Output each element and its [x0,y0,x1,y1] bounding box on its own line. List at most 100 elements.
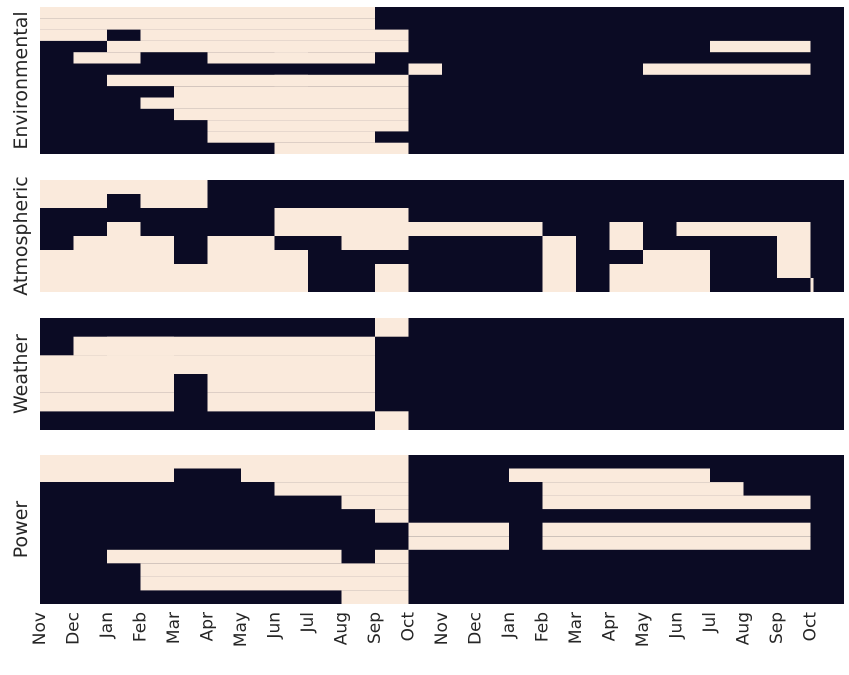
x-tick-label: Nov [30,612,50,645]
heatmap-cell [207,131,375,143]
heatmap-cell [140,563,409,577]
heatmap-cell [676,222,811,236]
heatmap-cell [140,29,375,41]
heatmap-cell [207,52,308,64]
heatmap-cell [207,236,275,250]
heatmap-cell [777,236,811,250]
heatmap-cell [207,250,308,264]
heatmap-cell [542,236,576,250]
heatmap-cell [609,278,710,292]
heatmap-cell [777,522,811,537]
heatmap-cell [73,236,174,250]
heatmap-cell [40,250,174,264]
heatmap-cell [140,576,308,591]
heatmap-cell [107,74,308,87]
panel-weather [40,318,844,430]
x-tick-label: Oct [801,612,821,642]
x-tick-label: May [231,612,251,647]
heatmap-cell [777,250,811,264]
heatmap-cell [40,180,208,194]
heatmap-cell [710,522,744,537]
heatmap-cell [40,278,308,292]
heatmap-cell [710,40,811,53]
heatmap-cell [40,455,409,469]
heatmap-cell [542,278,576,292]
heatmap-cell [408,536,509,550]
heatmap-cell [40,392,174,412]
heatmap-cell [643,250,710,264]
heatmap-cell [710,536,744,550]
heatmap-cell [408,522,509,537]
heatmap-cell [274,74,409,87]
heatmap-cell [207,120,409,132]
heatmap-cell [375,278,409,292]
heatmap-cell [375,40,409,53]
panel-ylabel-power: Power [10,501,32,559]
heatmap-cell [341,590,409,604]
heatmap-cell [140,18,375,30]
heatmap-cell [241,468,409,482]
heatmap-cell [107,336,174,356]
x-tick-label: Dec [466,612,486,645]
heatmap-cell [375,549,409,564]
x-tick-label: Jan [97,612,117,639]
panel-ylabel-weather: Weather [10,334,32,414]
heatmap-cell [174,86,409,98]
heatmap-cell [274,482,409,496]
heatmap-cell [107,40,375,53]
heatmap-cell [375,29,409,41]
heatmap-cell [40,374,174,393]
heatmap-cell [308,549,342,564]
heatmap-cell [542,482,744,496]
heatmap-cell [375,222,543,236]
heatmap-cell [509,468,710,482]
x-tick-label: Aug [332,612,352,645]
x-tick-label: Nov [432,612,452,645]
x-tick-label: Mar [566,612,586,644]
x-tick-label: Apr [600,612,620,641]
x-tick-label: Jan [499,612,519,639]
heatmap-cell [375,509,409,523]
x-tick-label: Sep [767,612,787,644]
heatmap-cell [274,222,375,236]
x-tick-label: Dec [64,612,84,645]
heatmap-cell [40,18,141,30]
heatmap-cell [274,52,375,64]
panel-environmental [40,7,844,154]
panel-power [40,455,844,604]
y-axis-labels: Environmental Atmospheric Weather Power [10,11,32,558]
heatmap-cell [375,264,409,278]
heatmap-cell [274,208,409,222]
heatmap-cell [341,236,409,250]
x-tick-label: Feb [533,612,553,642]
heatmap-cell [40,194,107,208]
heatmap-cell [375,318,409,337]
heatmap-cell [542,522,710,537]
heatmap-cell [207,374,375,393]
heatmap-cell [207,392,375,412]
heatmap-cell [542,250,576,264]
x-tick-label: Sep [365,612,385,644]
heatmap-cell [743,522,777,537]
x-tick-label: Aug [734,612,754,645]
heatmap-cell [274,142,409,154]
x-tick-label: Apr [198,612,218,641]
x-tick-label: Oct [399,612,419,642]
heatmap-cell [777,536,811,550]
panel-ylabel-atmospheric: Atmospheric [10,176,32,295]
heatmap-cell [174,108,409,121]
heatmap-cell [308,576,409,591]
heatmap-cell [40,7,375,19]
heatmap-cell [140,194,208,208]
heatmap-cell [408,63,442,75]
heatmap-cell [542,264,576,278]
heatmap-cell [107,222,141,236]
heatmap-cell [810,278,814,292]
heatmap-cell [542,536,710,550]
panel-ylabel-environmental: Environmental [10,11,32,149]
heatmap-cell [140,97,409,109]
heatmap-cell [777,264,811,278]
heatmap-cell [542,495,811,510]
